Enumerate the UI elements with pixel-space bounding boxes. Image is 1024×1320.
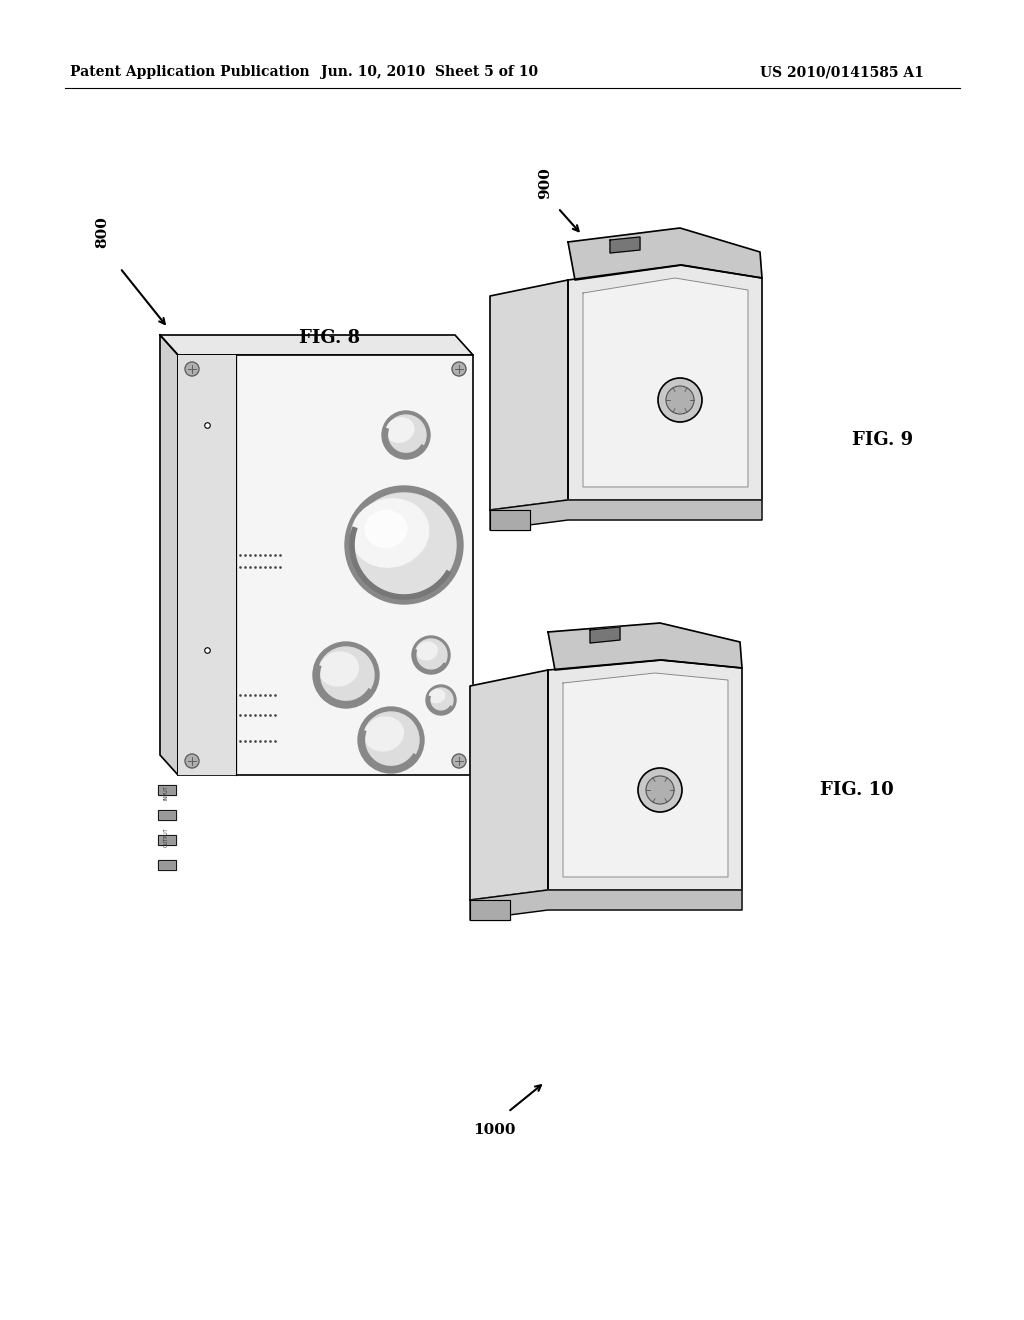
Polygon shape: [160, 335, 473, 355]
Polygon shape: [160, 335, 178, 775]
Ellipse shape: [365, 717, 403, 751]
Bar: [158, 810, 176, 820]
Circle shape: [362, 711, 419, 768]
Circle shape: [352, 492, 456, 597]
Polygon shape: [610, 238, 640, 253]
Bar: [158, 810, 176, 820]
Circle shape: [452, 754, 466, 768]
Polygon shape: [470, 890, 742, 920]
Polygon shape: [583, 279, 748, 487]
Ellipse shape: [429, 689, 444, 702]
Circle shape: [386, 414, 426, 455]
Polygon shape: [470, 671, 548, 900]
Circle shape: [426, 685, 456, 715]
Text: Patent Application Publication: Patent Application Publication: [70, 65, 309, 79]
Polygon shape: [470, 900, 510, 920]
Polygon shape: [568, 228, 762, 280]
Ellipse shape: [417, 642, 437, 660]
Polygon shape: [490, 280, 568, 510]
Circle shape: [313, 642, 379, 708]
Circle shape: [412, 636, 450, 675]
Text: US 2010/0141585 A1: US 2010/0141585 A1: [760, 65, 924, 79]
Text: INPUT: INPUT: [164, 785, 169, 800]
Bar: [158, 785, 176, 795]
Text: Jun. 10, 2010  Sheet 5 of 10: Jun. 10, 2010 Sheet 5 of 10: [322, 65, 539, 79]
Text: OUTPUT: OUTPUT: [164, 828, 169, 847]
Text: 800: 800: [95, 216, 109, 248]
Bar: [158, 836, 176, 845]
Ellipse shape: [351, 499, 429, 568]
Bar: [158, 785, 176, 795]
Polygon shape: [590, 627, 620, 643]
Circle shape: [345, 486, 463, 605]
Text: FIG. 10: FIG. 10: [820, 781, 894, 799]
Polygon shape: [568, 265, 762, 500]
Circle shape: [452, 362, 466, 376]
Polygon shape: [490, 500, 762, 531]
Text: 900: 900: [538, 168, 552, 199]
Ellipse shape: [366, 511, 407, 548]
Circle shape: [638, 768, 682, 812]
Text: FIG. 8: FIG. 8: [299, 329, 360, 347]
Ellipse shape: [319, 652, 358, 686]
Bar: [178, 355, 236, 775]
Ellipse shape: [386, 417, 414, 442]
Circle shape: [185, 362, 199, 376]
Polygon shape: [563, 673, 728, 876]
Circle shape: [429, 688, 453, 711]
Circle shape: [646, 776, 674, 804]
Bar: [158, 836, 176, 845]
Circle shape: [415, 639, 447, 671]
Circle shape: [185, 754, 199, 768]
Bar: [158, 861, 176, 870]
Polygon shape: [548, 660, 742, 890]
Bar: [178, 355, 473, 775]
Circle shape: [666, 385, 694, 414]
Polygon shape: [490, 510, 530, 531]
Circle shape: [358, 708, 424, 774]
Circle shape: [318, 647, 374, 704]
Polygon shape: [548, 623, 742, 671]
Text: 1000: 1000: [473, 1123, 515, 1137]
Bar: [158, 861, 176, 870]
Circle shape: [658, 378, 702, 422]
Circle shape: [382, 411, 430, 459]
Text: FIG. 9: FIG. 9: [852, 432, 913, 449]
